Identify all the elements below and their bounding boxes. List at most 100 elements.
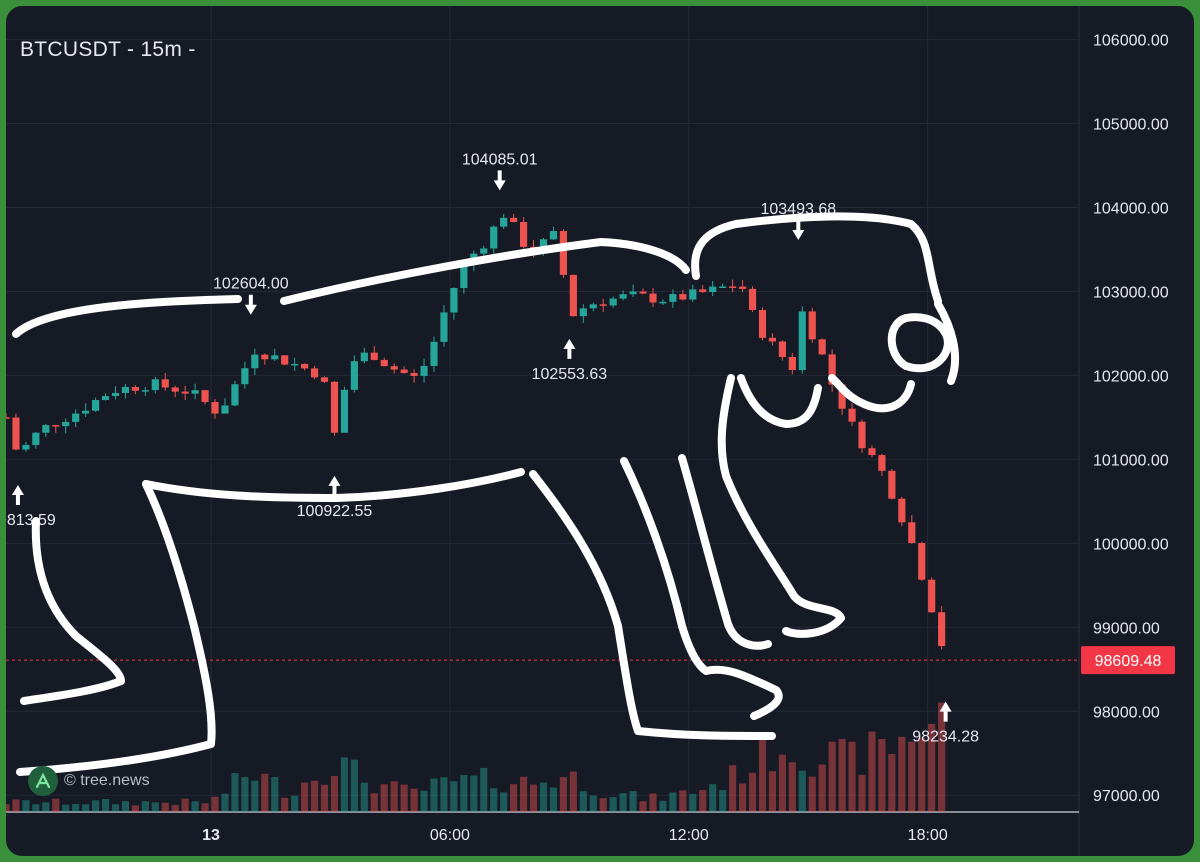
candle (12, 417, 20, 450)
volume-bar (669, 792, 677, 812)
candle (639, 291, 647, 294)
candle (360, 352, 368, 362)
annotation-label: 98234.28 (912, 729, 979, 746)
volume-bar (539, 782, 548, 812)
volume-bar (689, 793, 697, 812)
volume-bar (410, 788, 418, 812)
candle (151, 379, 159, 391)
volume-bar (440, 777, 448, 812)
y-tick-label: 99000.00 (1093, 620, 1160, 637)
candle (758, 309, 767, 338)
chart-title: BTCUSDT - 15m - (20, 38, 196, 61)
candle (778, 341, 786, 357)
candle (818, 339, 826, 355)
volume-bar (898, 736, 906, 812)
volume-bar (261, 773, 269, 812)
volume-bar (131, 805, 139, 812)
volume-bar (520, 776, 528, 812)
volume-bar (121, 801, 130, 812)
candle (420, 365, 428, 376)
volume-bar (211, 796, 219, 812)
annotation-label: 102604.00 (213, 276, 289, 293)
chart-frame: 97000.00 98000.00 99000.00 100000.00 101000.… (6, 6, 1194, 856)
price-chart: 97000.00 98000.00 99000.00 100000.00 101000.… (6, 6, 1175, 856)
candle (211, 402, 219, 414)
volume-bar (430, 778, 438, 812)
volume-bar (928, 723, 936, 812)
candle (888, 470, 896, 499)
candle (72, 413, 80, 422)
volume-bar (768, 771, 777, 812)
volume-bar (320, 784, 329, 812)
candle (330, 381, 339, 433)
candle (669, 294, 677, 302)
candle (719, 286, 727, 288)
candle (32, 432, 40, 445)
candle (938, 612, 946, 647)
volume-bar (62, 804, 70, 812)
candle (121, 386, 130, 393)
y-tick-label: 104000.00 (1093, 201, 1169, 218)
volume-bar (271, 776, 279, 812)
tree-logo-icon (28, 766, 58, 796)
volume-bar (699, 790, 707, 812)
volume-bar (42, 802, 50, 812)
down-arrow-icon (792, 220, 805, 241)
volume-bar (649, 793, 657, 812)
candle (370, 352, 378, 360)
volume-bar (808, 776, 816, 812)
candle (91, 400, 100, 411)
candle (261, 354, 269, 360)
y-tick-label: 103000.00 (1093, 284, 1169, 301)
candle (310, 368, 319, 378)
volume-bar (719, 790, 727, 812)
hand-drawn-stroke (12, 295, 242, 338)
down-arrow-icon (244, 294, 257, 315)
y-tick-label: 101000.00 (1093, 452, 1169, 469)
candle (679, 294, 687, 300)
candle (549, 231, 558, 240)
candle (898, 498, 906, 523)
up-arrow-icon (939, 701, 952, 722)
candle (908, 522, 916, 544)
candle (559, 231, 567, 275)
volume-bar (291, 795, 299, 812)
last-price-label: 98609.48 (1095, 653, 1162, 670)
hand-drawn-stroke (678, 454, 772, 650)
volume-bar (12, 799, 20, 812)
volume-bar (6, 804, 10, 812)
volume-bar (918, 737, 926, 812)
x-tick-label: 06:00 (430, 827, 470, 844)
volume-bar (231, 773, 239, 812)
candle (171, 387, 179, 392)
hand-drawn-stroke (737, 374, 822, 428)
candle (291, 363, 299, 366)
candle (768, 337, 777, 342)
candle (251, 354, 259, 369)
down-arrow-icon (493, 170, 506, 191)
candle (738, 286, 747, 289)
y-tick-label: 106000.00 (1093, 33, 1169, 50)
candle (52, 425, 60, 427)
volume-bar (778, 754, 786, 812)
up-arrow-icon (563, 338, 576, 359)
volume-bar (569, 771, 577, 812)
last-price-badge (1081, 646, 1175, 675)
volume-bar (729, 765, 737, 812)
volume-bar (878, 739, 886, 812)
candle (838, 384, 846, 409)
x-tick-label: 18:00 (908, 827, 948, 844)
candle (141, 390, 149, 392)
watermark-text: © tree.news (64, 772, 150, 789)
hand-drawn-stroke (529, 470, 776, 740)
volume-bar (639, 801, 647, 812)
volume-bar (818, 764, 826, 812)
volume-bar (72, 803, 80, 812)
candle (181, 391, 189, 394)
volume-bar (141, 801, 149, 812)
volume-bar (679, 790, 687, 812)
hand-drawn-stroke (934, 300, 960, 385)
candle (689, 289, 697, 300)
volume-bar (82, 804, 90, 812)
candle (301, 363, 309, 369)
